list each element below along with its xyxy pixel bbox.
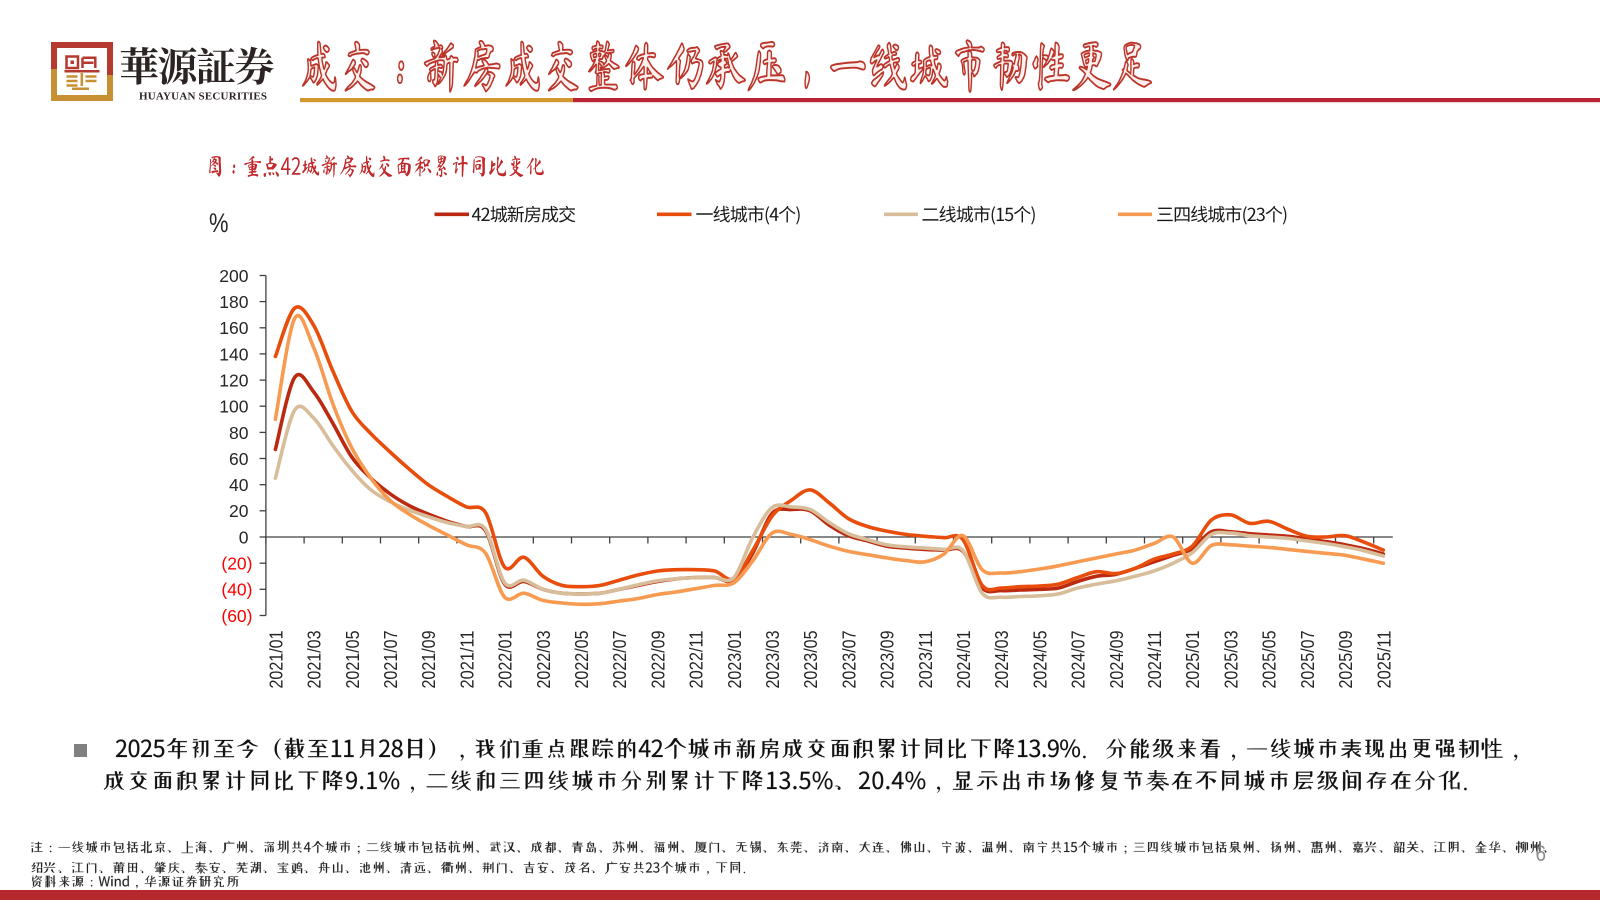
svg-text:2022/03: 2022/03 (533, 631, 554, 689)
svg-text:2025/05: 2025/05 (1259, 631, 1280, 689)
svg-text:2024/05: 2024/05 (1030, 631, 1051, 689)
svg-text:2023/05: 2023/05 (800, 631, 821, 689)
svg-text:2024/03: 2024/03 (991, 631, 1012, 689)
svg-text:2023/09: 2023/09 (877, 631, 898, 689)
svg-text:2024/01: 2024/01 (953, 631, 974, 689)
svg-text:(20): (20) (221, 554, 252, 574)
svg-text:80: 80 (229, 423, 249, 443)
svg-text:200: 200 (219, 266, 248, 286)
svg-text:2022/09: 2022/09 (648, 631, 669, 689)
svg-text:0: 0 (239, 527, 249, 547)
svg-text:%: % (209, 208, 229, 238)
svg-text:2023/07: 2023/07 (839, 631, 860, 689)
svg-text:2022/11: 2022/11 (686, 631, 707, 689)
svg-text:2021/03: 2021/03 (304, 631, 325, 689)
svg-text:2021/11: 2021/11 (456, 631, 477, 689)
svg-text:2023/11: 2023/11 (915, 631, 936, 689)
svg-text:60: 60 (229, 449, 249, 469)
svg-text:2024/11: 2024/11 (1144, 631, 1165, 689)
svg-text:2025/11: 2025/11 (1373, 631, 1394, 689)
svg-text:2024/09: 2024/09 (1106, 631, 1127, 689)
svg-text:2023/01: 2023/01 (724, 631, 745, 689)
svg-text:2021/01: 2021/01 (265, 631, 286, 689)
svg-text:160: 160 (219, 318, 248, 338)
svg-text:2022/01: 2022/01 (495, 631, 516, 689)
svg-text:120: 120 (219, 371, 248, 391)
svg-text:(60): (60) (221, 606, 252, 626)
svg-text:40: 40 (229, 475, 249, 495)
svg-text:2023/03: 2023/03 (762, 631, 783, 689)
svg-text:2022/07: 2022/07 (609, 631, 630, 689)
svg-text:2021/05: 2021/05 (342, 631, 363, 689)
svg-text:(40): (40) (221, 580, 252, 600)
svg-text:180: 180 (219, 292, 248, 312)
svg-text:2025/07: 2025/07 (1297, 631, 1318, 689)
svg-text:20: 20 (229, 501, 249, 521)
svg-text:2022/05: 2022/05 (571, 631, 592, 689)
svg-text:2021/07: 2021/07 (380, 631, 401, 689)
svg-text:2025/03: 2025/03 (1221, 631, 1242, 689)
svg-text:2025/01: 2025/01 (1182, 631, 1203, 689)
svg-text:100: 100 (219, 397, 248, 417)
svg-text:2021/09: 2021/09 (418, 631, 439, 689)
svg-text:6: 6 (1536, 841, 1547, 866)
svg-text:2024/07: 2024/07 (1068, 631, 1089, 689)
svg-text:HUAYUAN SECURITIES: HUAYUAN SECURITIES (139, 91, 267, 103)
svg-text:2025/09: 2025/09 (1335, 631, 1356, 689)
svg-text:140: 140 (219, 344, 248, 364)
